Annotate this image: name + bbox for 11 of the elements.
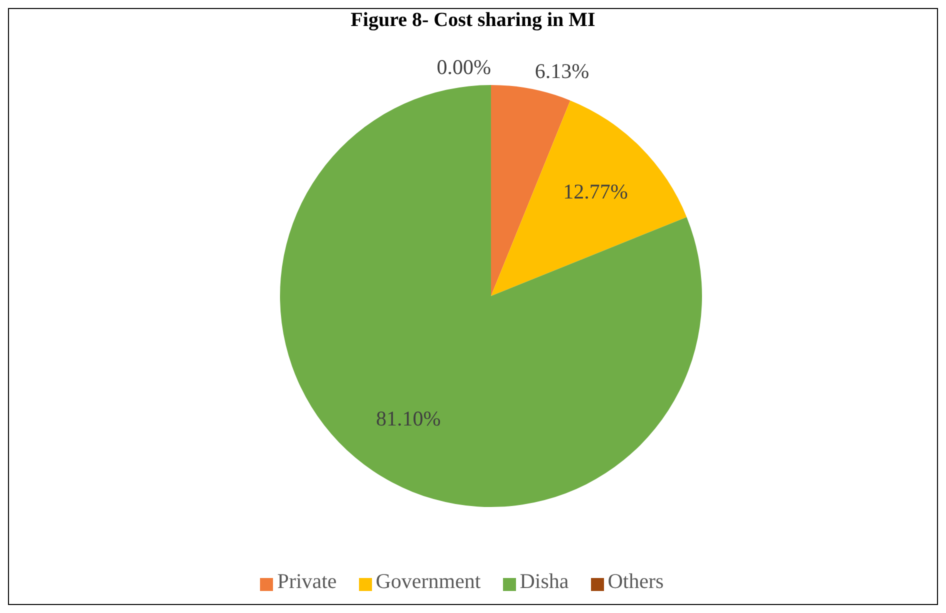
data-label: 12.77% — [563, 180, 628, 204]
data-label: 81.10% — [376, 406, 441, 430]
legend-label: Private — [277, 569, 337, 593]
legend-label: Government — [376, 569, 481, 593]
text: 0.00% — [436, 55, 491, 79]
chart-title: Figure 8- Cost sharing in MI — [350, 9, 596, 32]
pie-slice — [491, 100, 687, 296]
legend-label: Disha — [520, 569, 569, 593]
data-label: 6.13% — [534, 59, 590, 84]
legend-label: Others — [608, 569, 664, 593]
pie-slice — [280, 85, 702, 507]
